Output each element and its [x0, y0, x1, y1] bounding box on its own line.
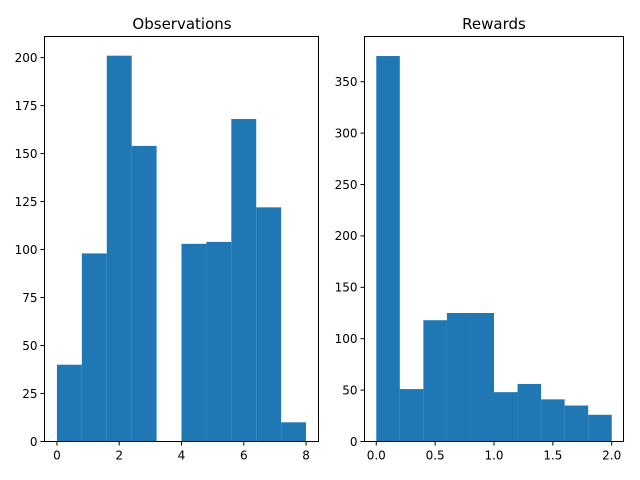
- rewards-y-tick-label: 350: [335, 75, 358, 89]
- observations-bar-1: [81, 253, 107, 442]
- rewards-bar-5: [494, 392, 518, 442]
- observations-x-tick-label: 8: [302, 449, 310, 463]
- observations-bar-7: [231, 119, 257, 442]
- rewards-bar-0: [376, 56, 400, 442]
- observations-y-tick-label: 200: [15, 51, 38, 65]
- rewards-x-tick-label: 0.5: [426, 449, 445, 463]
- rewards-x-tick-label: 1.5: [543, 449, 562, 463]
- observations-y-tick-label: 150: [15, 147, 38, 161]
- observations-bar-6: [206, 241, 232, 442]
- observations-y-tick-label: 25: [22, 387, 37, 401]
- observations-x-tick-label: 4: [178, 449, 186, 463]
- rewards-bar-2: [423, 320, 447, 442]
- rewards-x-axis: 0.0 0.5 1.0 1.5 2.0: [367, 441, 621, 463]
- rewards-y-tick-label: 150: [335, 281, 358, 295]
- rewards-bar-6: [517, 383, 542, 442]
- rewards-bar-9: [588, 414, 612, 442]
- rewards-x-tick-label: 0.0: [367, 449, 386, 463]
- rewards-bar-1: [399, 389, 424, 442]
- rewards-title: Rewards: [462, 15, 526, 33]
- rewards-y-tick-label: 100: [335, 332, 358, 346]
- rewards-y-tick-label: 250: [335, 178, 358, 192]
- observations-y-axis: 0 25 50 75 100 125 150 175 200: [15, 51, 45, 449]
- rewards-y-tick-label: 0: [350, 435, 358, 449]
- observations-bar-9: [281, 422, 307, 442]
- observations-x-axis: 0 2 4 6 8: [53, 441, 310, 463]
- observations-x-tick-label: 0: [53, 449, 61, 463]
- observations-panel: Observations 0 2 4 6 8 0 25 50 75 100 125 150 175 20…: [15, 15, 319, 463]
- observations-bars: [56, 55, 307, 442]
- rewards-bar-3: [446, 313, 471, 442]
- rewards-y-tick-label: 300: [335, 126, 358, 140]
- rewards-bar-4: [470, 313, 494, 442]
- observations-y-tick-label: 100: [15, 243, 38, 257]
- observations-bar-2: [106, 55, 132, 442]
- rewards-y-axis: 0 50 100 150 200 250 300 350: [335, 75, 365, 449]
- observations-y-tick-label: 125: [15, 195, 38, 209]
- rewards-y-tick-label: 200: [335, 229, 358, 243]
- rewards-bar-8: [564, 405, 589, 442]
- rewards-x-tick-label: 1.0: [484, 449, 503, 463]
- rewards-bars: [376, 56, 612, 442]
- observations-y-tick-label: 75: [22, 291, 37, 305]
- rewards-x-tick-label: 2.0: [602, 449, 621, 463]
- observations-bar-3: [131, 145, 157, 442]
- observations-y-tick-label: 175: [15, 99, 38, 113]
- observations-bar-0: [56, 364, 82, 442]
- observations-bar-8: [256, 207, 282, 442]
- rewards-bar-7: [541, 399, 565, 442]
- rewards-plot-frame: [364, 36, 624, 442]
- observations-plot-frame: [44, 36, 319, 442]
- observations-y-tick-label: 0: [30, 435, 38, 449]
- observations-x-tick-label: 2: [115, 449, 123, 463]
- observations-title: Observations: [132, 15, 231, 33]
- observations-y-tick-label: 50: [22, 339, 37, 353]
- observations-x-tick-label: 6: [240, 449, 248, 463]
- rewards-panel: Rewards 0.0 0.5 1.0 1.5 2.0 0 50 100 150 200 250 3…: [335, 15, 624, 463]
- observations-bar-5: [181, 243, 207, 442]
- rewards-y-tick-label: 50: [342, 383, 357, 397]
